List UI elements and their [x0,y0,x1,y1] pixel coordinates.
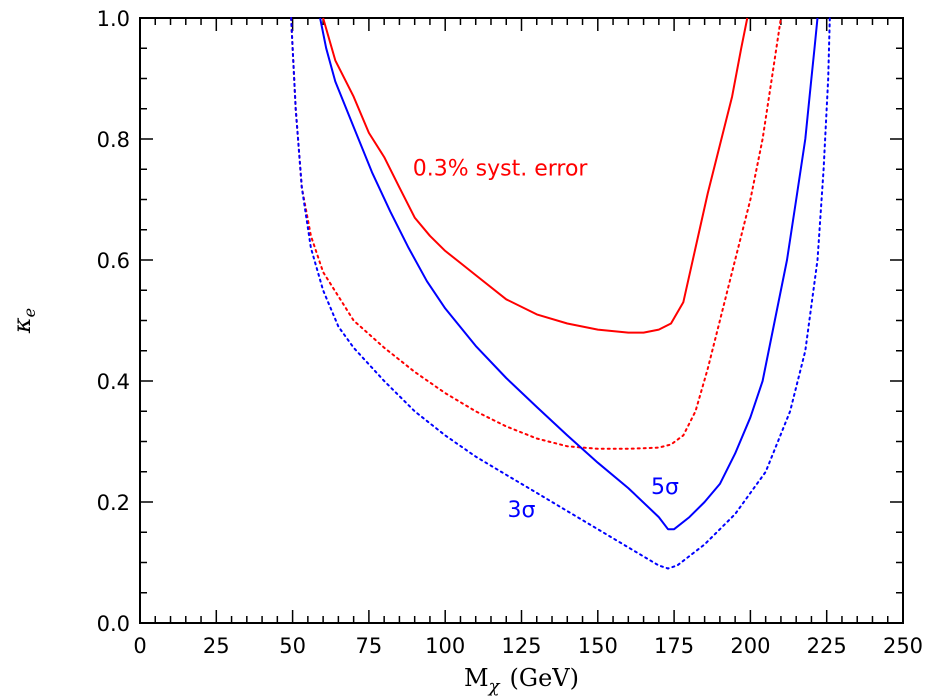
annotation-label: 3σ [508,498,536,523]
x-axis-label-main: M [464,664,489,692]
series-layer [290,17,831,570]
x-tick-label: 100 [425,634,465,658]
y-tick-label: 0.8 [97,128,130,152]
x-tick-label: 50 [279,634,306,658]
y-axis-label: κe [8,308,39,334]
series-line-1 [322,17,749,334]
x-tick-label: 225 [807,634,847,658]
x-tick-label: 125 [501,634,541,658]
y-axis-label-main: κ [8,317,36,334]
y-tick-label: 1.0 [97,7,130,31]
y-tick-label: 0.6 [97,249,130,273]
annotation-label: 0.3% syst. error [413,156,589,181]
plot-frame [139,17,904,624]
x-tick-label: 75 [356,634,383,658]
series-line-4 [290,17,831,570]
x-tick-label: 200 [730,634,770,658]
x-tick-label: 25 [203,634,230,658]
series-line-3 [319,17,819,531]
axis-tick-labels: 0 25 50 75 100 125 150 175 200 225 250 0.0 0.2 0.4 0.6… [97,7,923,658]
series-line-2 [290,17,782,450]
annotation-layer: 0.3% syst. error 5σ 3σ [413,156,679,523]
y-tick-label: 0.2 [97,491,130,515]
x-axis-label-unit: (GeV) [510,664,579,692]
x-tick-label: 250 [883,634,923,658]
annotation-label: 5σ [651,475,679,500]
y-axis-label-sub: e [20,308,39,317]
x-tick-label: 0 [133,634,146,658]
y-tick-label: 0.0 [97,612,130,636]
x-axis-label-sub: χ [487,676,501,697]
x-axis-label: Mχ (GeV) [464,664,579,697]
x-tick-label: 175 [654,634,694,658]
axis-ticks [139,17,904,624]
x-tick-label: 150 [578,634,618,658]
y-tick-label: 0.4 [97,370,130,394]
